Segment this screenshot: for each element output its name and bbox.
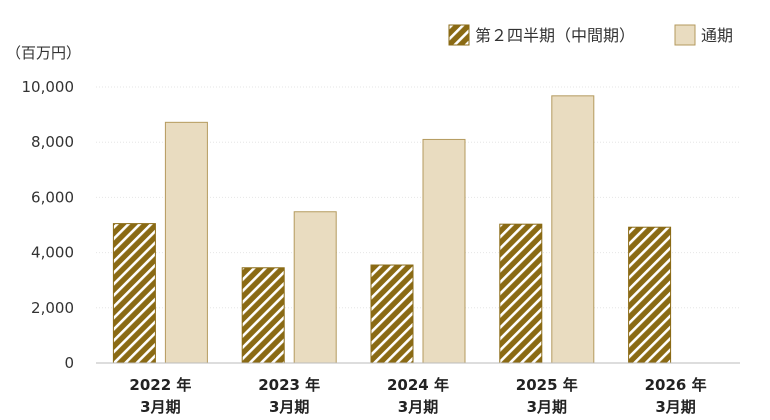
legend-swatch-solid bbox=[674, 24, 696, 46]
bar-interim bbox=[241, 267, 285, 364]
y-axis-unit-label: （百万円） bbox=[6, 44, 81, 62]
x-tick-label-year: 2023 年 bbox=[258, 376, 320, 394]
y-tick-label: 4,000 bbox=[31, 244, 74, 262]
x-tick-label-period: 3月期 bbox=[655, 398, 695, 416]
bar-interim bbox=[112, 223, 156, 364]
x-tick-label-period: 3月期 bbox=[269, 398, 309, 416]
y-tick-label: 0 bbox=[64, 354, 74, 372]
x-axis-labels: 2022 年 3月期 2023 年 3月期 2024 年 3月期 2025 年 3月期 2026… bbox=[129, 376, 706, 416]
x-tick-label-year: 2025 年 bbox=[516, 376, 578, 394]
bar-interim bbox=[499, 223, 543, 364]
x-tick-label-year: 2022 年 bbox=[129, 376, 191, 394]
x-tick-label-period: 3月期 bbox=[140, 398, 180, 416]
bar-full-year bbox=[551, 95, 595, 364]
y-tick-label: 8,000 bbox=[31, 133, 74, 151]
x-tick-label-period: 3月期 bbox=[527, 398, 567, 416]
bar-full-year bbox=[164, 121, 208, 364]
x-tick-label-year: 2024 年 bbox=[387, 376, 449, 394]
bar-interim bbox=[628, 226, 672, 364]
y-tick-label: 6,000 bbox=[31, 188, 74, 206]
x-tick-label-period: 3月期 bbox=[398, 398, 438, 416]
bars bbox=[112, 95, 672, 364]
y-tick-label: 2,000 bbox=[31, 299, 74, 317]
bar-full-year bbox=[293, 211, 337, 364]
y-tick-label: 10,000 bbox=[22, 78, 75, 96]
bar-full-year bbox=[422, 138, 466, 364]
legend-label-interim: 第２四半期（中間期） bbox=[475, 26, 635, 45]
legend: 第２四半期（中間期） 通期 bbox=[448, 24, 733, 46]
x-tick-label-year: 2026 年 bbox=[645, 376, 707, 394]
gridlines bbox=[96, 86, 740, 309]
y-axis-ticks: 0 2,000 4,000 6,000 8,000 10,000 bbox=[22, 78, 75, 372]
legend-label-full-year: 通期 bbox=[701, 26, 733, 45]
bar-interim bbox=[370, 264, 414, 364]
legend-swatch-hatched bbox=[448, 24, 470, 46]
